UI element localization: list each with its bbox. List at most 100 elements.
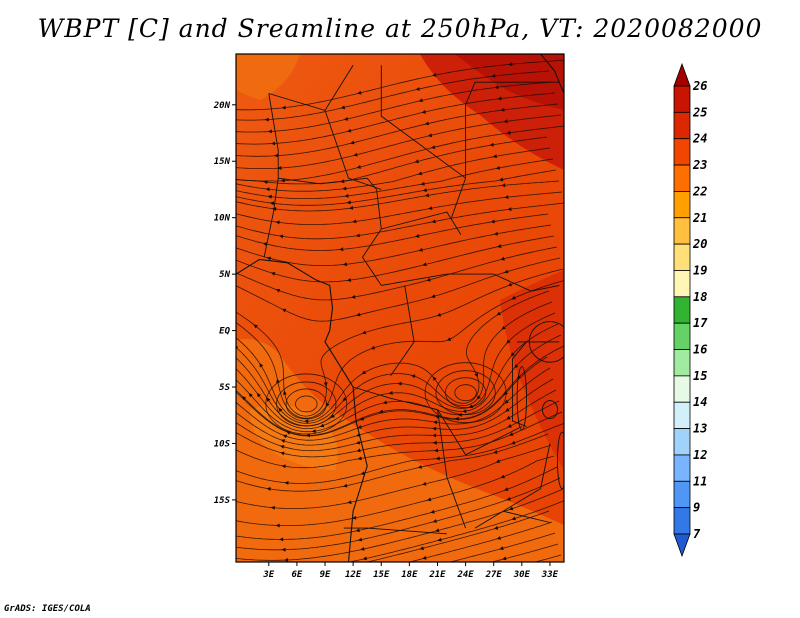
streamline-arrow [267, 129, 272, 134]
colorbar-cap-bottom [673, 533, 691, 558]
colorbar-label: 12 [693, 448, 707, 462]
streamline-arrow [281, 308, 287, 313]
streamline-arrow [280, 445, 285, 449]
map-axes: 3E 6E 9E 12E 15E 18E 21E 24E 27E 30E 33E 20N 15N 10N 5… [213, 101, 559, 580]
streamline-arrow [494, 85, 499, 90]
streamline-arrow [430, 509, 435, 514]
colorbar-box [673, 428, 691, 456]
country-border [437, 409, 467, 529]
streamline-arrow [490, 219, 495, 224]
colorbar-box [673, 217, 691, 245]
streamline-arrow [496, 536, 501, 540]
streamline-arrow [476, 395, 481, 400]
streamline-arrow [498, 177, 504, 182]
streamline-arrow [492, 154, 497, 159]
streamlines [236, 59, 564, 562]
streamline-arrow [242, 396, 247, 401]
streamline-arrow [346, 278, 352, 282]
streamline-arrow [418, 247, 423, 252]
streamline-arrow [253, 324, 258, 329]
streamline-arrow [500, 107, 505, 112]
streamline-arrow [319, 423, 325, 428]
streamline-arrow [505, 407, 510, 412]
colorbar-box [673, 138, 691, 166]
colorbar-box [673, 507, 691, 535]
eddy-circulation [424, 362, 507, 424]
colorbar-label: 25 [692, 105, 707, 119]
streamline-arrow [280, 178, 285, 183]
country-border [493, 273, 560, 292]
streamline-arrow [281, 547, 286, 552]
streamline-arrow [411, 374, 416, 379]
lat-tick-label: 10N [214, 214, 231, 224]
streamline-arrow [510, 440, 516, 445]
streamline-arrow [359, 416, 365, 421]
wbpt-cool-patch [236, 54, 300, 100]
streamline-arrow [495, 459, 501, 463]
streamline-arrow [281, 105, 286, 110]
streamline-arrow [419, 546, 424, 550]
chart-title: WBPT [C] and Sreamline at 250hPa, VT: 20… [37, 14, 763, 43]
streamline-arrow [511, 295, 516, 300]
streamline [236, 290, 550, 422]
streamline-arrow [420, 181, 425, 186]
colorbar-label: 13 [693, 422, 707, 436]
streamline-arrow [348, 205, 354, 210]
streamline-arrow [282, 434, 288, 439]
streamline [236, 213, 549, 251]
streamline [236, 136, 548, 185]
eddy-circulation [454, 384, 477, 402]
streamline-arrow [281, 464, 286, 469]
streamline-arrow [355, 233, 360, 238]
lake-outline [541, 400, 558, 420]
eddy-circulation [444, 377, 487, 409]
streamline-arrow [504, 487, 509, 491]
streamline [236, 345, 564, 436]
country-border [380, 65, 466, 179]
streamline-arrow [501, 325, 506, 330]
streamline-arrow [346, 128, 352, 133]
streamline-arrow [346, 200, 351, 205]
streamline-arrow [436, 312, 442, 317]
streamline-arrow [514, 364, 519, 369]
streamline-arrow [432, 433, 437, 438]
streamline-arrow [397, 381, 402, 386]
streamline-arrow [415, 87, 420, 91]
streamline-arrow [432, 519, 437, 523]
streamline-arrow [418, 98, 423, 103]
colorbar-box [673, 111, 691, 140]
colorbar-label: 17 [693, 316, 708, 330]
streamline-arrow [355, 440, 361, 445]
lon-tick-label: 24E [456, 570, 474, 580]
streamline-arrow [271, 141, 276, 146]
eddy-circulation [295, 395, 318, 413]
lat-tick-label: 15S [214, 496, 231, 506]
streamline-arrow [506, 415, 511, 420]
streamline-arrow [343, 483, 348, 488]
streamline-arrow [435, 456, 440, 461]
lon-tick-label: 33E [541, 570, 559, 580]
streamline-arrow [508, 62, 513, 67]
wbpt-cool-patch [250, 404, 338, 470]
lat-tick-label: EQ [219, 327, 230, 337]
streamline-arrow [370, 345, 376, 350]
streamline-arrow [422, 555, 427, 560]
colorbar-box [673, 164, 691, 192]
streamline-arrow [424, 121, 430, 126]
streamline-arrow [454, 416, 459, 421]
streamline-arrow [357, 425, 362, 429]
streamline-arrow [509, 432, 514, 436]
streamline [236, 280, 564, 419]
streamline [236, 147, 551, 192]
streamline-arrow [510, 352, 515, 357]
wbpt-cool-patch [236, 339, 564, 562]
streamline-arrow [275, 220, 280, 225]
lon-tick-label: 6E [291, 570, 302, 580]
country-border [268, 93, 321, 185]
colorbar-box [673, 454, 691, 482]
streamline [236, 301, 553, 424]
colorbar-label: 21 [692, 211, 707, 225]
streamline-arrow [382, 400, 387, 405]
streamline-arrow [499, 546, 504, 550]
